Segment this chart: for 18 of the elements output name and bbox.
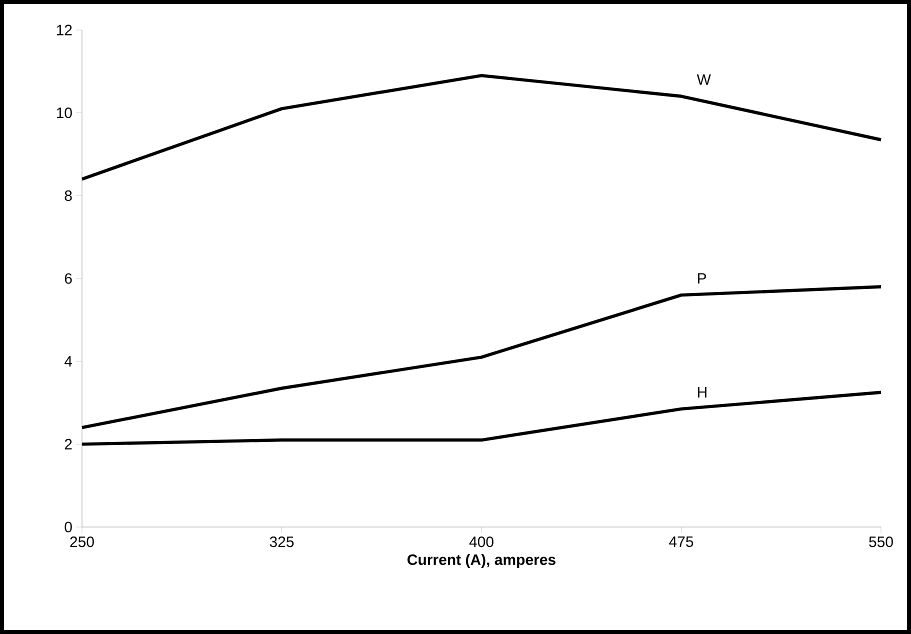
line-series [80, 285, 883, 430]
x-tick-label: 325 [270, 536, 294, 548]
y-tick-label: 2 [64, 438, 72, 450]
x-tick-label: 550 [869, 536, 893, 548]
y-tick-label: 10 [56, 108, 72, 118]
x-tick-label: 250 [70, 536, 94, 548]
x-tick-label: 400 [469, 536, 494, 548]
y-tick-label: 4 [64, 356, 72, 366]
y-tick-label: 6 [64, 273, 72, 284]
series-label: W [696, 74, 711, 85]
y-tick-label: 8 [64, 190, 72, 201]
x-axis-title: Current (A), amperes [408, 554, 556, 568]
x-tick-label: 475 [669, 536, 694, 547]
y-tick-label: 0 [64, 522, 72, 532]
y-tick-label: 12 [56, 24, 72, 36]
series-label: H [698, 387, 706, 398]
line-series [80, 74, 883, 181]
series-label: P [698, 273, 706, 284]
